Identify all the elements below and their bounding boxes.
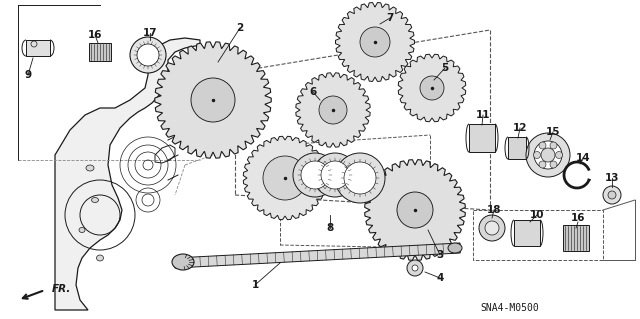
- Ellipse shape: [92, 197, 99, 203]
- Text: 12: 12: [513, 123, 527, 133]
- Ellipse shape: [86, 165, 94, 171]
- Circle shape: [293, 153, 337, 197]
- Text: 14: 14: [576, 153, 590, 163]
- Text: 2: 2: [236, 23, 244, 33]
- Bar: [514, 220, 540, 246]
- Circle shape: [137, 44, 159, 66]
- Circle shape: [608, 191, 616, 199]
- Circle shape: [539, 142, 546, 149]
- Text: 15: 15: [546, 127, 560, 137]
- Circle shape: [412, 265, 418, 271]
- Text: 18: 18: [487, 205, 501, 215]
- Circle shape: [534, 152, 541, 159]
- Circle shape: [360, 27, 390, 57]
- Circle shape: [550, 142, 557, 149]
- Circle shape: [344, 162, 376, 194]
- Circle shape: [420, 76, 444, 100]
- Polygon shape: [296, 73, 370, 147]
- Text: 13: 13: [605, 173, 620, 183]
- Bar: [508, 137, 526, 159]
- Polygon shape: [175, 243, 460, 268]
- Ellipse shape: [79, 227, 85, 233]
- Text: 16: 16: [88, 30, 102, 40]
- Text: 17: 17: [143, 28, 157, 38]
- Circle shape: [130, 37, 166, 73]
- Bar: [563, 225, 589, 251]
- Circle shape: [541, 148, 555, 162]
- Circle shape: [263, 156, 307, 200]
- Text: 5: 5: [442, 63, 449, 73]
- Circle shape: [321, 161, 349, 189]
- Polygon shape: [55, 38, 200, 310]
- Polygon shape: [335, 3, 415, 81]
- Bar: [26, 40, 50, 56]
- Polygon shape: [155, 42, 271, 158]
- Polygon shape: [243, 136, 327, 220]
- Text: 3: 3: [436, 250, 444, 260]
- Text: 16: 16: [571, 213, 585, 223]
- Polygon shape: [365, 160, 465, 260]
- Circle shape: [397, 192, 433, 228]
- Text: FR.: FR.: [52, 284, 72, 294]
- Bar: [473, 210, 603, 260]
- Text: 4: 4: [436, 273, 444, 283]
- Circle shape: [526, 133, 570, 177]
- Ellipse shape: [448, 243, 462, 253]
- Text: 9: 9: [24, 70, 31, 80]
- Text: 7: 7: [387, 13, 394, 23]
- Text: SNA4-M0500: SNA4-M0500: [481, 303, 540, 313]
- Circle shape: [550, 161, 557, 168]
- Circle shape: [301, 161, 329, 189]
- Ellipse shape: [172, 254, 194, 270]
- Circle shape: [313, 153, 357, 197]
- Circle shape: [485, 221, 499, 235]
- Bar: [89, 43, 111, 61]
- Text: 1: 1: [252, 280, 259, 290]
- Circle shape: [556, 152, 563, 159]
- Circle shape: [407, 260, 423, 276]
- Circle shape: [319, 96, 347, 124]
- Circle shape: [603, 186, 621, 204]
- Text: 10: 10: [530, 210, 544, 220]
- Bar: [469, 124, 495, 152]
- Text: 11: 11: [476, 110, 490, 120]
- Circle shape: [335, 153, 385, 203]
- Text: 6: 6: [309, 87, 317, 97]
- Ellipse shape: [97, 255, 104, 261]
- Circle shape: [191, 78, 235, 122]
- Circle shape: [539, 161, 546, 168]
- Circle shape: [479, 215, 505, 241]
- Circle shape: [534, 141, 562, 169]
- Polygon shape: [398, 54, 466, 122]
- Text: 8: 8: [326, 223, 333, 233]
